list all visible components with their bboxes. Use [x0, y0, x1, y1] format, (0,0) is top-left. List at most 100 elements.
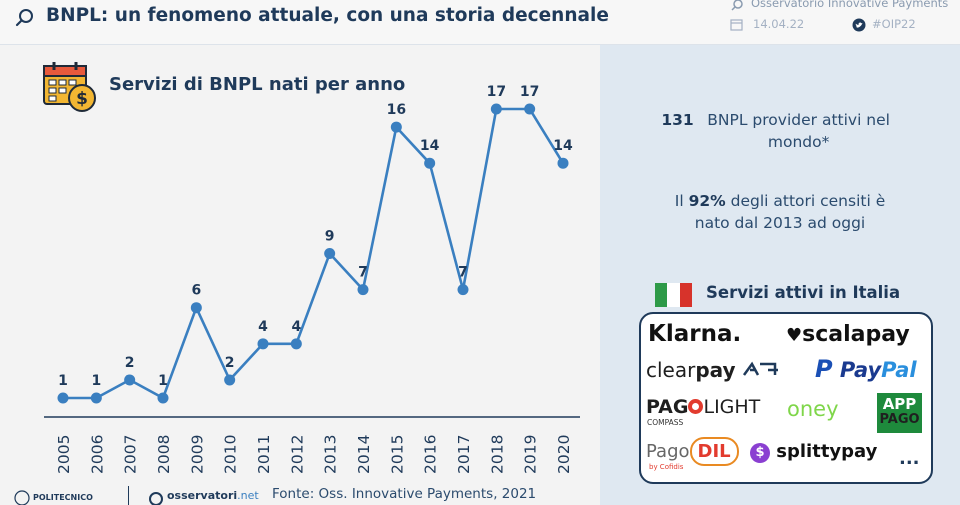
providers-text: BNPL provider attivi nel mondo* — [707, 111, 890, 151]
x-tick-label: 2017 — [455, 435, 473, 474]
pagodil-sub: by Cofidis — [649, 463, 684, 471]
politecnico-logo-icon — [14, 490, 30, 505]
scalapay-logo: ♥scalapay — [786, 322, 910, 347]
osservatori-label-a: osservatori — [167, 489, 238, 502]
line-chart: 2005 2006 2007 2008 2009 2010 2011 2012 2013 2014… — [44, 84, 580, 474]
observatory-name: Osservatorio Innovative Payments — [751, 0, 949, 10]
clearpay-label-a: clear — [646, 358, 696, 382]
x-tick-label: 2011 — [255, 435, 273, 474]
data-point — [90, 392, 102, 404]
data-point — [457, 284, 469, 296]
more-ellipsis: ... — [899, 448, 920, 469]
pagolight-logo: PAG LIGHT — [646, 396, 760, 418]
italy-flag-icon — [655, 283, 692, 307]
osservatori-label: osservatori.net — [167, 489, 259, 502]
data-point — [357, 284, 369, 296]
paypal-p-icon: P — [815, 355, 833, 383]
data-point — [424, 157, 436, 169]
data-label: 7 — [358, 265, 368, 281]
app-pago-logo: APP PAGO — [877, 393, 922, 433]
percent-text: degli attori censiti è nato dal 2013 ad … — [694, 192, 886, 232]
x-tick-label: 2008 — [155, 435, 173, 474]
x-tick-label: 2013 — [322, 435, 340, 474]
svg-text:$: $ — [76, 89, 88, 109]
pagodil-label-b: DIL — [689, 437, 739, 466]
pagodil-label-a: Pago — [646, 441, 690, 462]
data-point — [157, 392, 169, 404]
klarna-logo: Klarna. — [648, 321, 742, 347]
x-tick-label: 2007 — [122, 435, 140, 474]
data-label: 1 — [58, 373, 68, 389]
paypal-label-a: Pay — [839, 358, 882, 382]
paypal-label-b: Pal — [881, 358, 917, 382]
data-point — [124, 374, 136, 386]
calendar-icon — [730, 19, 743, 31]
pagolight-sub: COMPASS — [647, 418, 684, 427]
paypal-logo: P PayPal — [815, 355, 917, 383]
x-tick-label: 2020 — [555, 435, 573, 474]
x-tick-label: 2016 — [422, 435, 440, 474]
splittypay-label: splittypay — [776, 441, 878, 462]
italy-services-title: Servizi attivi in Italia — [706, 283, 901, 302]
clearpay-arrow-icon — [742, 361, 778, 376]
data-label: 1 — [91, 373, 101, 389]
app-pago-label-2: PAGO — [879, 412, 920, 427]
splittypay-s-icon: $ — [750, 443, 770, 463]
app-pago-label-1: APP — [882, 395, 917, 413]
pagolight-label-a: PAG — [646, 396, 689, 418]
percent-stat: Il 92% degli attori censiti è nato dal 2… — [600, 190, 960, 234]
chart-title: Servizi di BNPL nati per anno — [109, 74, 406, 95]
x-tick-label: 2019 — [522, 435, 540, 474]
percent-prefix: Il — [674, 192, 684, 210]
clearpay-logo: clearpay — [646, 358, 780, 382]
data-label: 2 — [225, 355, 235, 371]
data-label: 14 — [420, 138, 440, 154]
data-label: 1 — [158, 373, 168, 389]
clearpay-label-b: pay — [695, 358, 736, 382]
pagodil-logo: Pago DIL — [646, 437, 739, 466]
data-point — [190, 302, 202, 314]
pagolight-label-b: LIGHT — [703, 396, 761, 418]
osservatori-label-b: .net — [237, 489, 259, 502]
x-tick-label: 2018 — [488, 435, 506, 474]
oney-logo: oney — [787, 397, 839, 421]
data-point — [557, 157, 569, 169]
twitter-icon — [852, 18, 866, 32]
heart-icon: ♥ — [786, 325, 803, 346]
x-tick-label: 2006 — [88, 435, 106, 474]
header-bar: BNPL: un fenomeno attuale, con una stori… — [0, 0, 960, 45]
providers-stat: 131 BNPL provider attivi nel mondo* — [600, 109, 960, 153]
osservatori-logo-icon — [149, 492, 163, 505]
scalapay-label: scalapay — [802, 322, 910, 347]
calendar-money-icon: $ — [43, 62, 96, 112]
event-date: 14.04.22 — [753, 17, 805, 31]
data-label: 4 — [258, 319, 268, 335]
x-tick-label: 2012 — [288, 435, 306, 474]
x-tick-label: 2015 — [388, 435, 406, 474]
splittypay-logo: $ splittypay — [750, 441, 877, 463]
data-point — [524, 103, 536, 115]
data-label: 16 — [387, 102, 406, 118]
pagolight-o-icon — [688, 399, 704, 414]
x-tick-label: 2010 — [222, 435, 240, 474]
footer-divider — [128, 486, 129, 505]
series-line — [63, 107, 565, 400]
data-point — [390, 121, 402, 133]
search-icon — [15, 9, 33, 27]
politecnico-label: POLITECNICO — [33, 493, 93, 502]
event-hashtag: #OIP22 — [872, 17, 916, 31]
data-point — [290, 338, 302, 350]
x-tick-label: 2005 — [55, 435, 73, 474]
providers-number: 131 — [661, 111, 694, 129]
x-tick-label: 2014 — [355, 435, 373, 474]
data-point — [257, 338, 269, 350]
source-note: Fonte: Oss. Innovative Payments, 2021 — [272, 486, 537, 502]
data-point — [57, 392, 69, 404]
data-label: 2 — [125, 355, 135, 371]
data-label: 17 — [520, 84, 539, 100]
data-point — [224, 374, 236, 386]
data-point — [324, 248, 336, 259]
percent-value: 92% — [688, 192, 726, 210]
data-label: 6 — [191, 283, 201, 299]
data-label: 9 — [325, 229, 335, 245]
